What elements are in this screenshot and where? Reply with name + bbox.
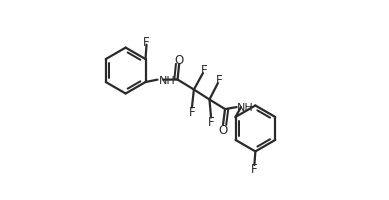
Text: F: F (208, 116, 214, 129)
Text: F: F (189, 106, 195, 119)
Text: O: O (218, 124, 228, 137)
Text: O: O (175, 53, 184, 66)
Text: F: F (251, 163, 258, 176)
Text: F: F (216, 74, 223, 87)
Text: F: F (201, 64, 208, 77)
Text: NH: NH (159, 75, 176, 85)
Text: NH: NH (237, 103, 254, 113)
Text: F: F (143, 35, 150, 48)
